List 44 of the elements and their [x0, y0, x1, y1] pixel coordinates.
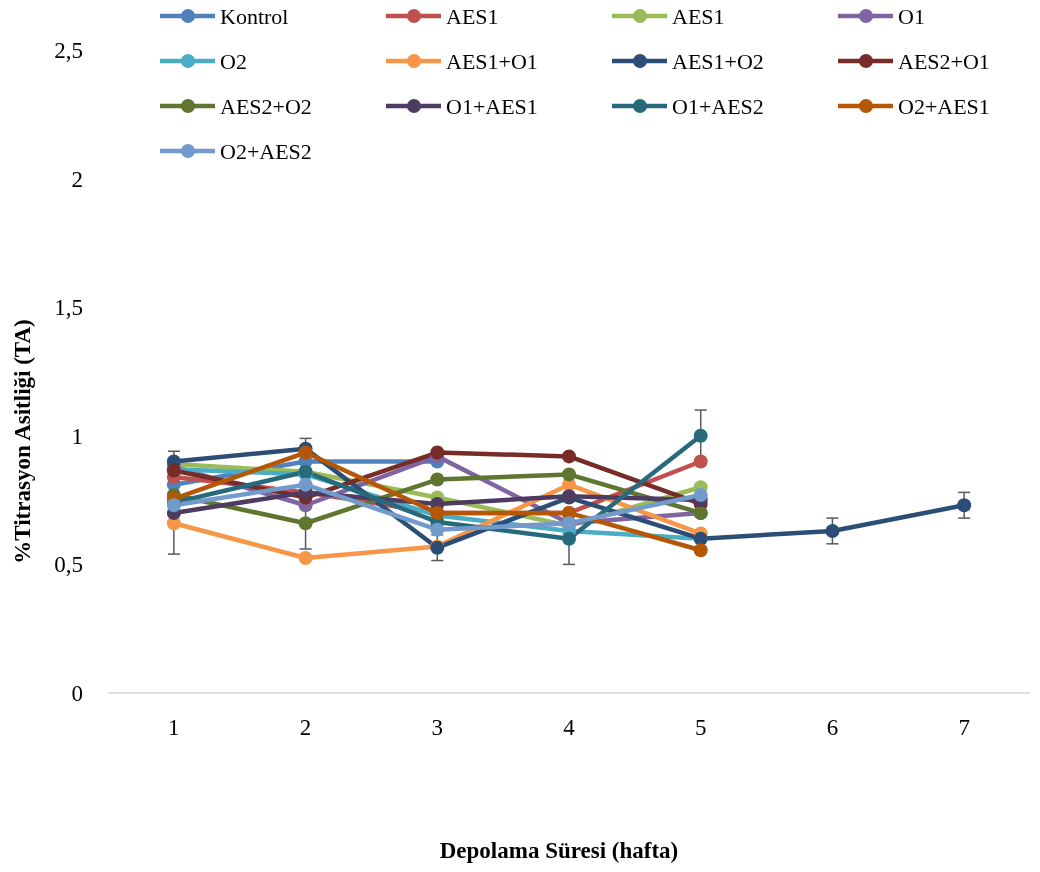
- legend-label: AES1+O1: [446, 49, 538, 74]
- legend-label: AES2+O2: [220, 94, 312, 119]
- x-tick-label: 6: [826, 715, 839, 740]
- point: [957, 498, 972, 513]
- point: [298, 516, 313, 531]
- legend-label: O2: [220, 49, 247, 74]
- point: [298, 550, 313, 565]
- x-tick-label: 1: [168, 715, 180, 740]
- legend-label: O1: [898, 4, 925, 29]
- x-tick-label: 5: [694, 715, 707, 740]
- y-tick-label: 1,5: [54, 295, 83, 321]
- x-axis-title: Depolama Süresi (hafta): [439, 838, 679, 863]
- y-tick-label: 0: [71, 681, 83, 706]
- y-tick-label: 0,5: [54, 552, 83, 578]
- y-tick-label: 1: [71, 423, 83, 449]
- legend-label: AES1+O2: [672, 49, 764, 74]
- point: [693, 454, 708, 469]
- legend-label: AES1: [672, 4, 725, 29]
- point: [430, 445, 445, 460]
- y-tick-label: 2: [71, 166, 83, 192]
- legend-label: O2+AES1: [898, 94, 990, 119]
- point: [562, 449, 576, 464]
- x-tick-label: 7: [958, 715, 970, 740]
- point: [430, 472, 445, 487]
- point: [825, 523, 840, 538]
- point: [298, 445, 313, 460]
- point: [693, 543, 708, 558]
- point: [430, 522, 445, 537]
- legend-label: AES2+O1: [898, 49, 990, 74]
- x-tick-label: 3: [431, 715, 444, 740]
- legend-label: AES1: [446, 4, 499, 29]
- legend-label: Kontrol: [220, 4, 289, 29]
- legend-label: O1+AES2: [672, 94, 764, 119]
- point: [562, 467, 576, 482]
- point: [562, 531, 576, 546]
- point: [693, 428, 708, 443]
- y-tick-label: 2,5: [54, 38, 83, 63]
- x-tick-label: 4: [563, 715, 576, 740]
- y-axis-title: %Titrasyon Asitliği (TA): [10, 319, 35, 564]
- x-tick-label: 2: [299, 715, 312, 740]
- point: [298, 477, 313, 492]
- legend-label: O2+AES2: [220, 139, 312, 164]
- legend-label: O1+AES1: [446, 94, 538, 119]
- point: [693, 487, 708, 502]
